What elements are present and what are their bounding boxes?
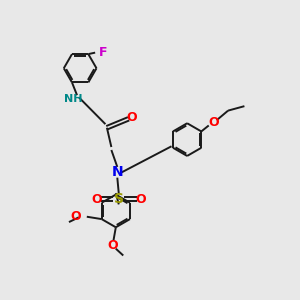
Text: NH: NH: [64, 94, 83, 104]
Text: O: O: [208, 116, 218, 129]
Text: S: S: [114, 192, 124, 206]
Text: O: O: [136, 193, 146, 206]
Text: F: F: [99, 46, 107, 59]
Text: O: O: [70, 210, 81, 223]
Text: O: O: [91, 193, 102, 206]
Text: O: O: [107, 238, 118, 252]
Text: O: O: [127, 111, 137, 124]
Text: N: N: [112, 165, 123, 179]
